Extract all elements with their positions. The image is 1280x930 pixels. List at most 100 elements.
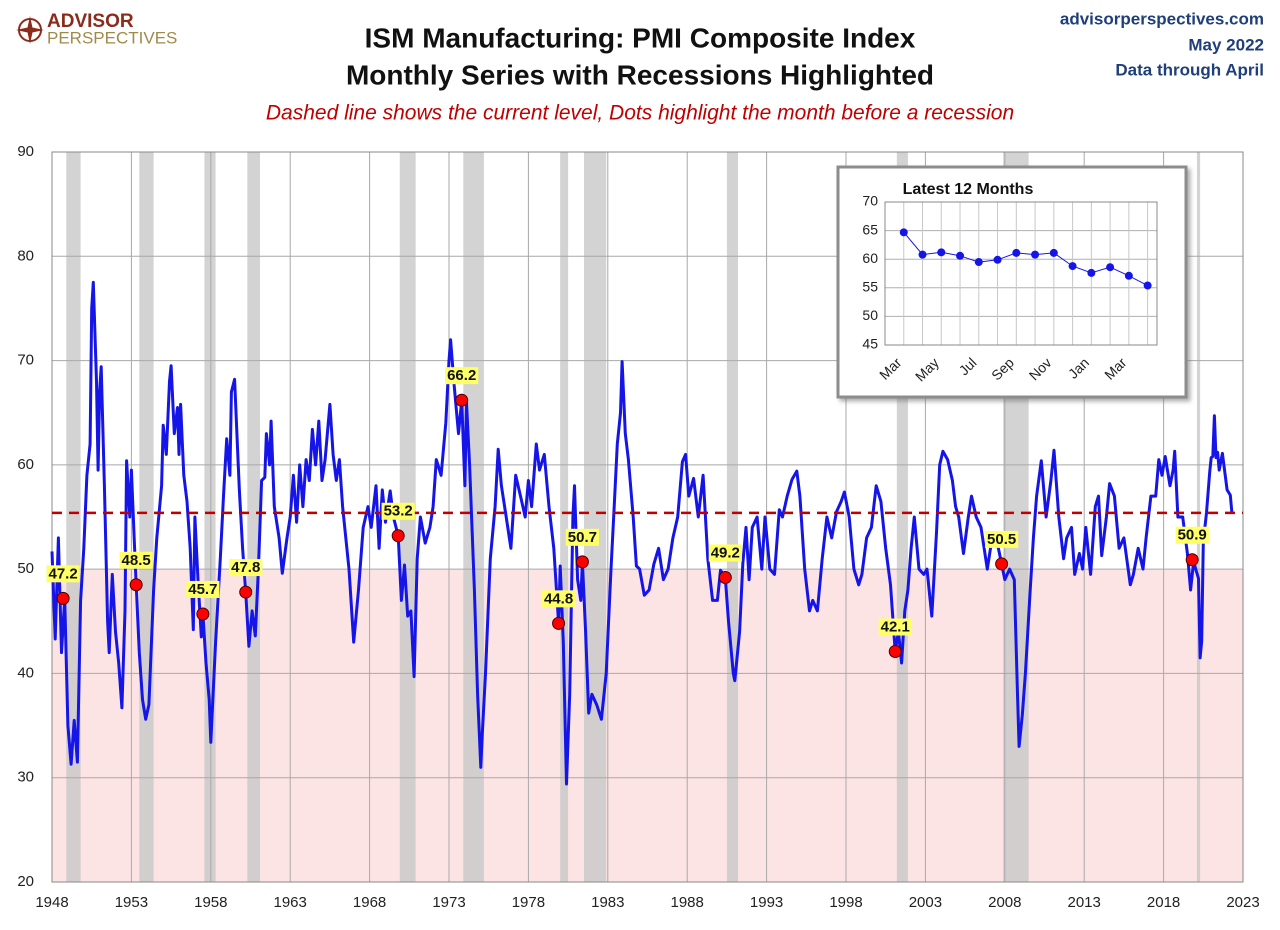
highlight-label: 50.5 <box>987 531 1016 548</box>
recession-band <box>1196 152 1201 882</box>
recession-band <box>726 152 739 882</box>
highlight-dot <box>239 585 253 599</box>
highlight-label-bg <box>229 559 263 577</box>
inset-plot-border <box>884 201 1158 346</box>
highlight-dot <box>129 578 143 592</box>
x-tick-label: 1993 <box>750 894 783 911</box>
x-tick-label: 1998 <box>829 894 862 911</box>
highlight-label-bg <box>985 530 1019 548</box>
recession-band <box>204 152 216 882</box>
inset-dot <box>1087 268 1096 277</box>
highlight-label: 44.8 <box>544 590 573 607</box>
recession-band <box>583 152 607 882</box>
recession-band <box>66 152 81 882</box>
y-tick-label: 50 <box>17 560 34 577</box>
x-tick-label: 1978 <box>512 894 545 911</box>
recession-band <box>896 152 908 882</box>
inset-dot <box>1106 263 1115 272</box>
inset-y-tick-label: 50 <box>862 307 878 323</box>
date: May 2022 <box>1188 35 1264 54</box>
x-tick-label: 1958 <box>194 894 227 911</box>
inset-dot <box>956 251 965 260</box>
highlight-dot <box>56 591 70 605</box>
highlight-label: 48.5 <box>122 552 151 569</box>
highlight-label: 50.7 <box>568 529 597 546</box>
x-tick-label: 1968 <box>353 894 386 911</box>
x-tick-label: 2003 <box>909 894 942 911</box>
highlight-label: 53.2 <box>384 503 413 520</box>
inset-y-tick-label: 45 <box>862 336 878 352</box>
highlight-label: 49.2 <box>711 544 740 561</box>
y-tick-label: 80 <box>17 247 34 264</box>
highlight-label-bg <box>119 551 153 569</box>
inset-dot <box>974 258 983 267</box>
x-tick-label: 1948 <box>35 894 68 911</box>
inset-dot <box>1031 250 1040 259</box>
x-tick-label: 2018 <box>1147 894 1180 911</box>
contraction-zone <box>52 569 1243 882</box>
inset-dot <box>993 255 1002 264</box>
highlight-dot <box>391 529 405 543</box>
inset-y-tick-label: 60 <box>862 250 878 266</box>
x-tick-label: 2023 <box>1226 894 1259 911</box>
inset-dot <box>918 250 927 259</box>
logo: ADVISOR PERSPECTIVES <box>16 11 177 47</box>
highlight-dot <box>1185 553 1199 567</box>
y-tick-label: 90 <box>17 143 34 160</box>
logo-icon <box>16 16 44 44</box>
inset-dot <box>899 228 908 237</box>
y-tick-label: 20 <box>17 873 34 890</box>
highlight-dot <box>575 555 589 569</box>
highlight-dot <box>995 557 1009 571</box>
highlight-label: 66.2 <box>447 367 476 384</box>
y-tick-label: 60 <box>17 456 34 473</box>
chart-note: Dashed line shows the current level, Dot… <box>266 102 1014 125</box>
inset-title: Latest 12 Months <box>903 181 1034 198</box>
plot-border <box>51 151 1244 883</box>
highlight-label-bg <box>445 367 479 385</box>
inset-dot <box>1143 281 1152 290</box>
highlight-dot <box>455 393 469 407</box>
x-tick-label: 2013 <box>1068 894 1101 911</box>
chart-subtitle: Monthly Series with Recessions Highlight… <box>346 59 934 90</box>
highlight-label: 45.7 <box>188 581 217 598</box>
x-tick-label: 1983 <box>591 894 624 911</box>
data-through: Data through April <box>1115 60 1264 79</box>
highlight-label-bg <box>46 565 80 583</box>
x-tick-label: 1963 <box>274 894 307 911</box>
recession-band <box>560 152 569 882</box>
highlight-label: 47.2 <box>49 565 78 582</box>
chart-title: ISM Manufacturing: PMI Composite Index <box>365 22 916 53</box>
highlight-dot <box>718 570 732 584</box>
inset-y-tick-label: 55 <box>862 279 878 295</box>
inset-dot <box>1012 248 1021 257</box>
highlight-label-bg <box>541 590 576 608</box>
recession-band <box>463 152 484 882</box>
highlight-dot <box>552 616 566 630</box>
inset-y-tick-label: 65 <box>862 221 878 237</box>
x-tick-label: 2008 <box>988 894 1021 911</box>
highlight-label: 47.8 <box>231 559 260 576</box>
x-tick-label: 1953 <box>115 894 148 911</box>
highlight-label-bg <box>565 528 599 546</box>
highlight-label: 50.9 <box>1178 527 1207 544</box>
inset-dot <box>1049 248 1058 257</box>
highlight-label-bg <box>1175 526 1209 544</box>
logo-text: ADVISOR <box>47 11 134 32</box>
logo-text: PERSPECTIVES <box>47 28 177 47</box>
inset-dot <box>937 248 946 257</box>
inset-y-tick-label: 70 <box>862 193 878 209</box>
recession-band <box>139 152 154 882</box>
recession-band <box>247 152 261 882</box>
highlight-dot <box>888 645 902 659</box>
y-tick-label: 70 <box>17 352 34 369</box>
highlight-label-bg <box>381 502 415 520</box>
inset-frame <box>836 165 1188 399</box>
highlight-dot <box>196 607 210 621</box>
highlight-label: 42.1 <box>881 618 910 635</box>
y-tick-label: 30 <box>17 769 34 786</box>
inset-dot <box>1124 271 1133 280</box>
